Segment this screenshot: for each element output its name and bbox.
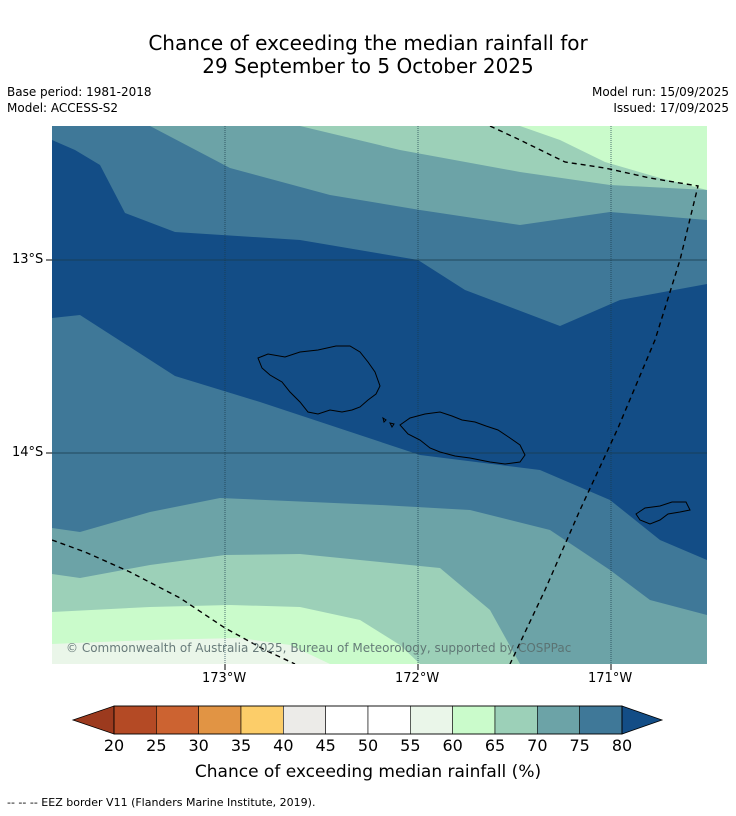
colorbar-tick-30: 30 bbox=[188, 736, 209, 755]
rainfall-contour-map bbox=[52, 126, 707, 664]
colorbar-cell-25-30 bbox=[156, 705, 199, 735]
lon-label-172w: 172°W bbox=[395, 671, 440, 686]
colorbar-cell-70-75 bbox=[537, 705, 580, 735]
colorbar-high-extension bbox=[621, 705, 664, 735]
colorbar-cell-65-70 bbox=[494, 705, 538, 735]
island-apolima bbox=[389, 422, 395, 428]
colorbar-tick-75: 75 bbox=[569, 736, 590, 755]
contour-above-80 bbox=[52, 140, 707, 560]
lat-label-13s: 13°S bbox=[12, 252, 44, 267]
map-title-line1: Chance of exceeding the median rainfall … bbox=[148, 31, 588, 55]
model-run-label: Model run: 15/09/2025 bbox=[591, 85, 729, 99]
colorbar-title: Chance of exceeding median rainfall (%) bbox=[194, 762, 542, 782]
colorbar-tick-25: 25 bbox=[146, 736, 167, 755]
lat-label-14s: 14°S bbox=[12, 445, 44, 460]
copyright-watermark: © Commonwealth of Australia 2025, Bureau… bbox=[66, 641, 572, 655]
colorbar-tick-35: 35 bbox=[230, 736, 252, 755]
colorbar-low-extension bbox=[71, 705, 115, 735]
colorbar-tick-70: 70 bbox=[527, 736, 548, 755]
colorbar-tick-50: 50 bbox=[357, 736, 379, 755]
colorbar-cell-75-80 bbox=[579, 705, 623, 735]
colorbar-tick-40: 40 bbox=[273, 736, 294, 755]
colorbar-cell-45-50 bbox=[325, 705, 369, 735]
contour-55-60-south bbox=[52, 638, 330, 664]
colorbar-cell-55-60 bbox=[410, 705, 453, 735]
colorbar-cell-35-40 bbox=[240, 705, 284, 735]
island-tutuila bbox=[635, 501, 691, 525]
map-title-line2: 29 September to 5 October 2025 bbox=[202, 54, 534, 78]
eez-footnote: -- -- -- EEZ border V11 (Flanders Marine… bbox=[7, 796, 316, 809]
island-savaii bbox=[257, 345, 381, 415]
colorbar-cell-30-35 bbox=[198, 705, 242, 735]
island-upolu bbox=[399, 411, 526, 465]
base-period-label: Base period: 1981-2018 bbox=[7, 85, 152, 99]
contour-60-65-north bbox=[520, 126, 707, 190]
colorbar-cell-20-25 bbox=[113, 705, 157, 735]
model-label: Model: ACCESS-S2 bbox=[7, 101, 119, 115]
colorbar-tick-20: 20 bbox=[103, 736, 125, 755]
issued-label: Issued: 17/09/2025 bbox=[613, 101, 729, 115]
colorbar bbox=[71, 705, 664, 735]
colorbar-cell-50-55 bbox=[367, 705, 411, 735]
colorbar-tick-65: 65 bbox=[484, 736, 506, 755]
colorbar-frame bbox=[113, 705, 623, 735]
lon-label-171w: 171°W bbox=[588, 671, 633, 686]
colorbar-cell-60-65 bbox=[452, 705, 496, 735]
colorbar-tick-80: 80 bbox=[611, 736, 633, 755]
colorbar-tick-55: 55 bbox=[400, 736, 421, 755]
colorbar-tick-45: 45 bbox=[315, 736, 336, 755]
lon-label-173w: 173°W bbox=[202, 671, 247, 686]
colorbar-cell-40-45 bbox=[283, 705, 326, 735]
colorbar-tick-60: 60 bbox=[442, 736, 463, 755]
eez-border-east bbox=[489, 126, 699, 664]
island-manono bbox=[382, 416, 387, 423]
